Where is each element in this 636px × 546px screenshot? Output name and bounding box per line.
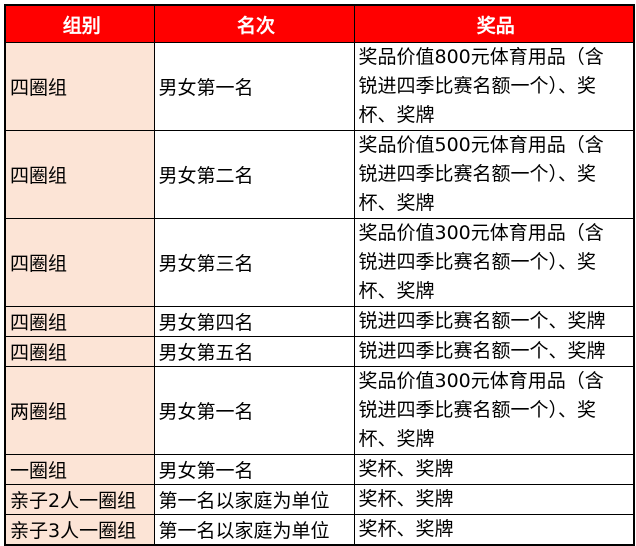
prize-cell: 锐进四季比赛名额一个、奖牌 <box>353 336 635 367</box>
prize-cell: 奖杯、奖牌 <box>353 454 635 485</box>
rank-cell: 男女第五名 <box>153 336 355 367</box>
rank-cell: 第一名以家庭为单位 <box>153 484 355 515</box>
group-cell: 四圈组 <box>4 336 155 367</box>
header-prize: 奖品 <box>353 4 635 43</box>
table-row: 一圈组 男女第一名 奖杯、奖牌 <box>4 454 635 485</box>
group-cell: 四圈组 <box>4 306 155 337</box>
prize-line: 奖杯、奖牌 <box>358 458 454 480</box>
prize-line: 奖杯、奖牌 <box>358 488 454 510</box>
group-cell: 四圈组 <box>4 218 155 307</box>
prize-line: 杯、奖牌 <box>358 104 435 126</box>
prize-line: 锐进四季比赛名额一个、奖牌 <box>358 310 606 332</box>
prize-cell: 奖品价值300元体育用品（含 锐进四季比赛名额一个）、奖 杯、奖牌 <box>353 218 635 307</box>
header-rank: 名次 <box>153 4 355 43</box>
prize-line: 杯、奖牌 <box>358 280 435 302</box>
table-row: 四圈组 男女第三名 奖品价值300元体育用品（含 锐进四季比赛名额一个）、奖 杯、奖牌 <box>4 218 635 307</box>
group-cell: 亲子3人一圈组 <box>4 514 155 546</box>
prize-line: 锐进四季比赛名额一个、奖牌 <box>358 340 606 362</box>
group-cell: 两圈组 <box>4 366 155 455</box>
group-cell: 四圈组 <box>4 42 155 131</box>
rank-cell: 男女第三名 <box>153 218 355 307</box>
prize-line: 奖品价值300元体育用品（含 <box>358 370 604 392</box>
prize-cell: 奖杯、奖牌 <box>353 484 635 515</box>
group-cell: 四圈组 <box>4 130 155 219</box>
prize-line: 锐进四季比赛名额一个）、奖 <box>358 399 597 421</box>
rank-cell: 男女第一名 <box>153 454 355 485</box>
header-row: 组别 名次 奖品 <box>4 4 635 43</box>
prize-line: 锐进四季比赛名额一个）、奖 <box>358 251 597 273</box>
prize-line: 奖品价值500元体育用品（含 <box>358 134 604 156</box>
table-row: 亲子3人一圈组 第一名以家庭为单位 奖杯、奖牌 <box>4 514 635 546</box>
prize-line: 奖品价值300元体育用品（含 <box>358 222 604 244</box>
prize-cell: 锐进四季比赛名额一个、奖牌 <box>353 306 635 337</box>
prize-table: 组别 名次 奖品 四圈组 男女第一名 奖品价值800元体育用品（含 锐进四季比赛名额一… <box>4 4 635 546</box>
table-row: 两圈组 男女第一名 奖品价值300元体育用品（含 锐进四季比赛名额一个）、奖 杯、奖牌 <box>4 366 635 455</box>
group-cell: 一圈组 <box>4 454 155 485</box>
rank-cell: 男女第四名 <box>153 306 355 337</box>
prize-line: 奖杯、奖牌 <box>358 518 454 540</box>
prize-cell: 奖品价值500元体育用品（含 锐进四季比赛名额一个）、奖 杯、奖牌 <box>353 130 635 219</box>
header-group: 组别 <box>4 4 155 43</box>
table-row: 四圈组 男女第一名 奖品价值800元体育用品（含 锐进四季比赛名额一个）、奖 杯、奖牌 <box>4 42 635 131</box>
table-row: 四圈组 男女第五名 锐进四季比赛名额一个、奖牌 <box>4 336 635 367</box>
prize-line: 锐进四季比赛名额一个）、奖 <box>358 163 597 185</box>
prize-line: 奖品价值800元体育用品（含 <box>358 46 604 68</box>
table-row: 四圈组 男女第二名 奖品价值500元体育用品（含 锐进四季比赛名额一个）、奖 杯、奖牌 <box>4 130 635 219</box>
table-row: 四圈组 男女第四名 锐进四季比赛名额一个、奖牌 <box>4 306 635 337</box>
table-row: 亲子2人一圈组 第一名以家庭为单位 奖杯、奖牌 <box>4 484 635 515</box>
prize-line: 杯、奖牌 <box>358 428 435 450</box>
group-cell: 亲子2人一圈组 <box>4 484 155 515</box>
rank-cell: 第一名以家庭为单位 <box>153 514 355 546</box>
prize-cell: 奖杯、奖牌 <box>353 514 635 546</box>
rank-cell: 男女第一名 <box>153 42 355 131</box>
prize-line: 杯、奖牌 <box>358 192 435 214</box>
rank-cell: 男女第二名 <box>153 130 355 219</box>
prize-line: 锐进四季比赛名额一个）、奖 <box>358 75 597 97</box>
prize-cell: 奖品价值800元体育用品（含 锐进四季比赛名额一个）、奖 杯、奖牌 <box>353 42 635 131</box>
rank-cell: 男女第一名 <box>153 366 355 455</box>
prize-cell: 奖品价值300元体育用品（含 锐进四季比赛名额一个）、奖 杯、奖牌 <box>353 366 635 455</box>
